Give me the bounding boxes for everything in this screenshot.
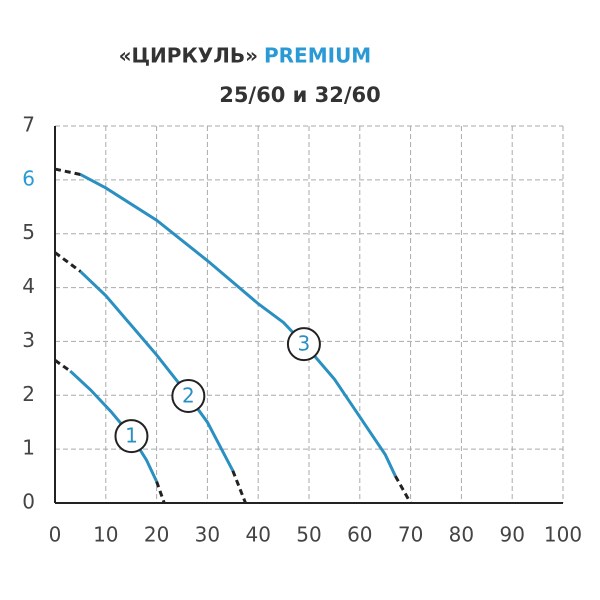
legend-label: 3	[298, 332, 311, 356]
chart-title: «ЦИРКУЛЬ»	[119, 44, 258, 68]
curve-label: 1	[114, 419, 149, 454]
curve-dashed-end	[54, 251, 82, 273]
x-tick-label: 80	[449, 523, 474, 547]
chart-title-highlight: PREMIUM	[264, 44, 371, 68]
curve-label: 2	[171, 378, 206, 413]
y-tick-label: 6	[22, 166, 35, 190]
label-circle	[171, 378, 206, 413]
label-circle	[286, 327, 321, 362]
curve	[79, 173, 397, 477]
curve-dashed-end	[394, 475, 412, 504]
x-tick-label: 0	[49, 523, 62, 547]
x-tick-label: 10	[93, 523, 118, 547]
y-tick-label: 4	[22, 274, 35, 298]
curve-dashed-end	[231, 470, 247, 504]
x-tick-label: 30	[195, 523, 220, 547]
label-circle	[114, 419, 149, 454]
curve-dashed-end	[155, 480, 166, 504]
x-tick-label: 40	[245, 523, 270, 547]
legend-label: 1	[125, 424, 138, 448]
x-tick-label: 50	[296, 523, 321, 547]
legend-label: 2	[182, 383, 195, 407]
curve-dashed-end	[54, 167, 81, 176]
curve	[79, 270, 235, 472]
y-tick-label: 5	[22, 220, 35, 244]
y-tick-label: 0	[22, 490, 35, 514]
y-tick-label: 1	[22, 436, 35, 460]
x-tick-label: 20	[144, 523, 169, 547]
x-tick-label: 60	[347, 523, 372, 547]
chart-subtitle: 25/60 и 32/60	[219, 83, 381, 107]
y-tick-label: 3	[22, 328, 35, 352]
y-tick-label: 7	[22, 113, 35, 137]
curve-label: 3	[286, 327, 321, 362]
curve-dashed-end	[54, 359, 72, 373]
x-tick-label: 70	[398, 523, 423, 547]
y-tick-label: 2	[22, 382, 35, 406]
x-tick-label: 100	[544, 523, 582, 547]
x-tick-label: 90	[499, 523, 524, 547]
